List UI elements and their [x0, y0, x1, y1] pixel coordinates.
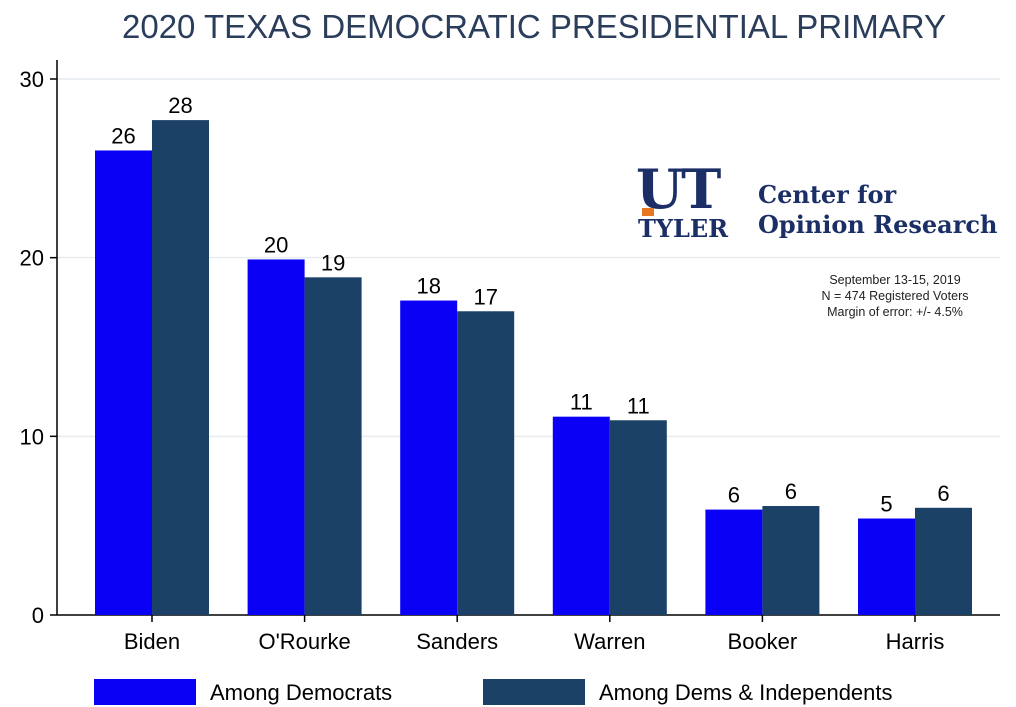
bar [610, 420, 667, 615]
center-name-line2: Opinion Research [758, 210, 997, 240]
y-tick-label: 10 [20, 424, 44, 449]
data-label: 6 [785, 479, 797, 504]
logo-tyler-text: TYLER [638, 216, 728, 242]
data-label: 28 [168, 93, 192, 118]
data-label: 11 [627, 393, 650, 418]
legend: Among Democrats Among Dems & Independents [94, 679, 893, 705]
bar [858, 519, 915, 615]
data-label: 18 [416, 274, 440, 299]
x-tick-label: Harris [886, 629, 945, 654]
data-label: 20 [264, 232, 288, 257]
data-label: 26 [111, 123, 135, 148]
data-label: 11 [570, 390, 593, 415]
data-label: 17 [473, 284, 497, 309]
survey-dates: September 13-15, 2019 [780, 272, 1010, 288]
data-label: 6 [937, 481, 949, 506]
bar [705, 510, 762, 615]
x-tick-label: O'Rourke [258, 629, 350, 654]
bar [248, 259, 305, 615]
x-tick-label: Biden [124, 629, 180, 654]
center-name: Center for Opinion Research [758, 180, 997, 240]
data-label: 6 [728, 483, 740, 508]
survey-sample: N = 474 Registered Voters [780, 288, 1010, 304]
bar [95, 150, 152, 615]
bar [152, 120, 209, 615]
y-tick-label: 30 [20, 67, 44, 92]
y-tick-label: 0 [32, 603, 44, 628]
bar [553, 417, 610, 615]
ut-tyler-logo: UT TYLER Center for Opinion Research [636, 162, 1014, 252]
data-label: 5 [880, 492, 892, 517]
bar [762, 506, 819, 615]
bar [305, 277, 362, 615]
survey-note: September 13-15, 2019 N = 474 Registered… [780, 272, 1010, 320]
center-name-line1: Center for [758, 180, 997, 210]
data-label: 19 [321, 250, 345, 275]
y-tick-label: 20 [20, 246, 44, 271]
bar [457, 311, 514, 615]
x-tick-label: Warren [574, 629, 645, 654]
ut-mark: UT TYLER [636, 162, 748, 246]
x-tick-label: Booker [728, 629, 798, 654]
legend-label: Among Dems & Independents [599, 680, 893, 705]
legend-swatch [483, 679, 585, 705]
legend-label: Among Democrats [210, 680, 392, 705]
legend-swatch [94, 679, 196, 705]
chart-title: 2020 TEXAS DEMOCRATIC PRESIDENTIAL PRIMA… [122, 8, 946, 45]
bar [915, 508, 972, 615]
survey-margin: Margin of error: +/- 4.5% [780, 304, 1010, 320]
x-tick-label: Sanders [416, 629, 498, 654]
bar [400, 301, 457, 615]
